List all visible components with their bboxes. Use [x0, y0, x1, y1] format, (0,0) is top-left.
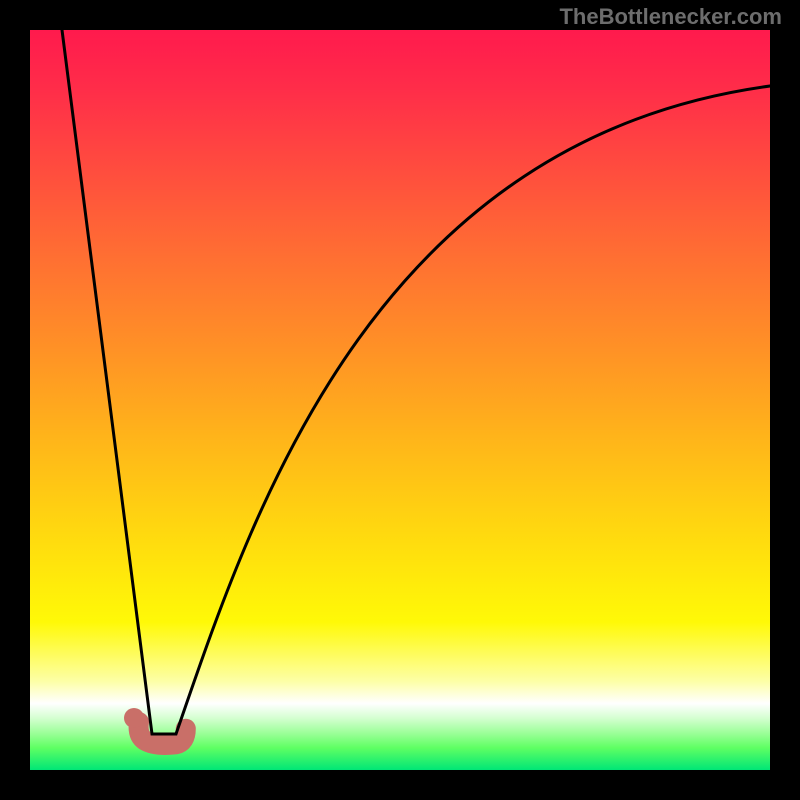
chart-svg: [0, 0, 800, 800]
chart-container: TheBottlenecker.com: [0, 0, 800, 800]
watermark-text: TheBottlenecker.com: [559, 4, 782, 30]
